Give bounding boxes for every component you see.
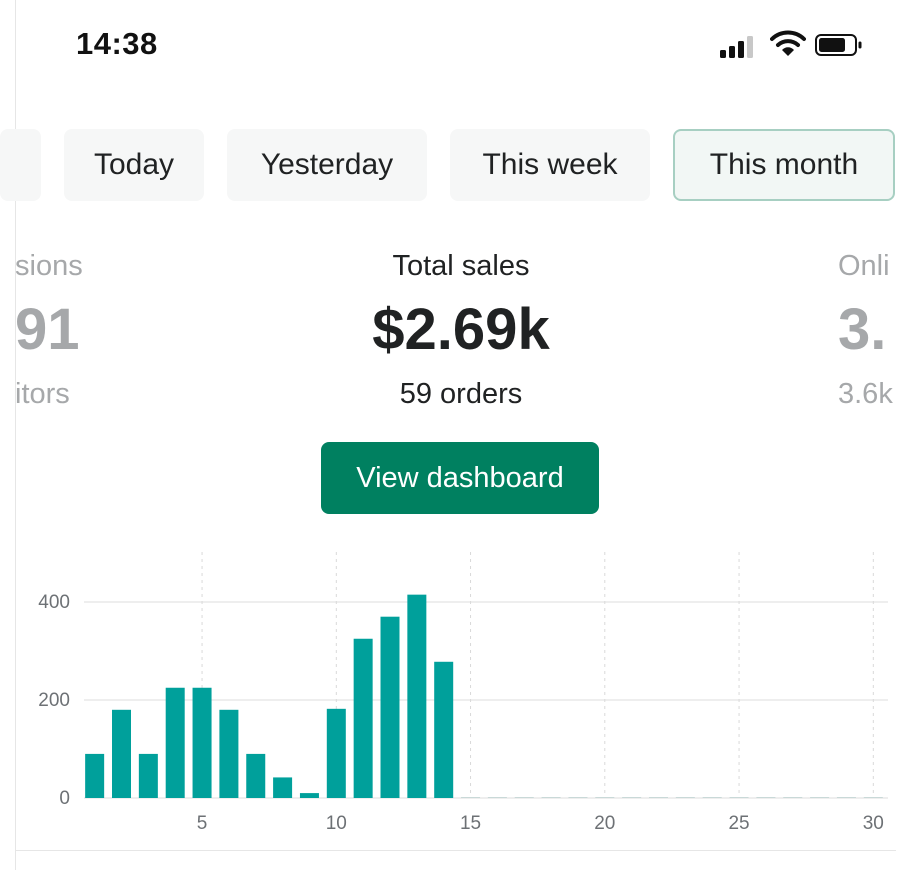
- x-tick-label: 5: [197, 813, 208, 834]
- total-orders-count: 59 orders: [399, 378, 523, 410]
- metric-left-sub: itors: [15, 378, 70, 410]
- chart-bar: [380, 616, 400, 798]
- total-sales-label: Total sales: [392, 250, 530, 282]
- metric-right-label: Onli: [838, 250, 890, 282]
- sales-bar-chart: 0 200 400 5 10 15 20 25 30: [38, 552, 888, 834]
- chart-bar: [85, 753, 105, 798]
- chart-bar: [326, 708, 346, 798]
- tab-today-label: Today: [93, 148, 175, 181]
- chart-bar: [434, 661, 454, 798]
- cellular-signal-icon: [720, 32, 760, 58]
- tab-this-month[interactable]: This month: [673, 129, 895, 201]
- chart-bar: [192, 687, 212, 798]
- chart-bar: [165, 687, 185, 798]
- chart-bar: [219, 709, 239, 798]
- chart-bar: [138, 753, 158, 798]
- view-dashboard-button[interactable]: View dashboard: [321, 442, 599, 514]
- tab-yesterday[interactable]: Yesterday: [227, 129, 427, 201]
- chart-bar: [273, 777, 293, 798]
- y-tick-label: 200: [38, 690, 70, 711]
- tab-this-month-label: This month: [709, 148, 859, 181]
- status-time: 14:38: [76, 26, 158, 61]
- tab-this-week[interactable]: This week: [450, 129, 650, 201]
- x-tick-label: 15: [460, 813, 481, 834]
- tab-yesterday-label: Yesterday: [260, 148, 394, 181]
- x-tick-label: 10: [326, 813, 347, 834]
- tab-today[interactable]: Today: [64, 129, 204, 201]
- left-edge-divider: [15, 0, 16, 870]
- chart-bar: [407, 594, 427, 798]
- metric-left-value: 91: [15, 297, 80, 362]
- tab-partial[interactable]: [0, 129, 41, 201]
- y-tick-label: 400: [38, 592, 70, 613]
- x-tick-label: 30: [863, 813, 884, 834]
- x-tick-label: 25: [728, 813, 749, 834]
- total-sales-value: $2.69k: [372, 297, 550, 362]
- y-tick-label: 0: [59, 788, 70, 809]
- metric-right-sub: 3.6k: [838, 378, 893, 410]
- chart-bar: [112, 709, 131, 798]
- metric-left-label: sions: [15, 250, 83, 282]
- chart-bar: [299, 793, 319, 798]
- chart-bar: [353, 638, 373, 798]
- battery-icon: [815, 34, 862, 56]
- metric-right-value: 3.: [838, 297, 887, 362]
- x-tick-label: 20: [594, 813, 615, 834]
- wifi-icon: [770, 30, 806, 56]
- tab-this-week-label: This week: [482, 148, 618, 181]
- bottom-divider: [15, 850, 896, 851]
- chart-bar: [246, 753, 266, 798]
